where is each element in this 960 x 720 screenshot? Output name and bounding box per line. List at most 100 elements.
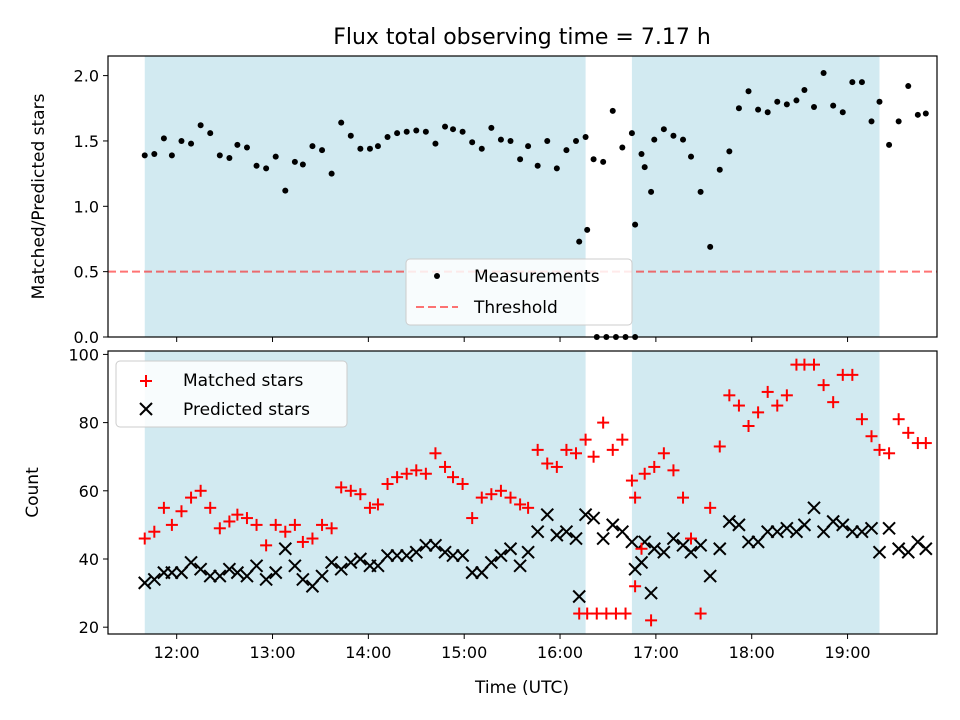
measurement-point xyxy=(553,165,560,172)
predicted-stars-point xyxy=(428,538,443,553)
matched-stars-point xyxy=(587,450,600,463)
chart-title: Flux total observing time = 7.17 h xyxy=(333,25,711,50)
measurement-point xyxy=(839,109,846,116)
measurement-point xyxy=(576,238,583,245)
measurement-point xyxy=(442,123,449,130)
predicted-marker-stroke xyxy=(165,565,179,580)
predicted-stars-point xyxy=(797,518,812,532)
matched-stars-point xyxy=(250,518,263,531)
measurement-point xyxy=(793,97,800,104)
matched-stars-point xyxy=(704,501,717,514)
axes-frame xyxy=(107,55,938,338)
matched-stars-point xyxy=(194,484,207,497)
y-tick-label: 80 xyxy=(79,414,99,433)
predicted-stars-point xyxy=(138,576,152,590)
measurement-point xyxy=(216,152,223,159)
predicted-marker-stroke xyxy=(428,538,443,553)
predicted-stars-point xyxy=(278,542,293,556)
predicted-stars-point xyxy=(494,548,508,563)
matched-stars-point xyxy=(579,433,592,446)
legend-threshold-label: Threshold xyxy=(473,298,558,318)
legend-matched-label: Matched stars xyxy=(183,371,303,391)
measurement-point xyxy=(263,165,270,172)
measurement-point xyxy=(573,137,580,144)
predicted-stars-point xyxy=(530,525,545,539)
y-tick-label: 1.0 xyxy=(74,197,99,216)
measurement-point xyxy=(394,130,401,137)
predicted-stars-point xyxy=(230,565,245,580)
predicted-marker-stroke xyxy=(465,565,479,580)
predicted-stars-point xyxy=(484,555,499,570)
matched-stars-point xyxy=(269,518,282,531)
predicted-stars-point xyxy=(919,542,933,556)
legend-measurements-label: Measurements xyxy=(474,267,600,287)
matched-stars-point xyxy=(685,532,698,545)
predicted-marker-stroke xyxy=(572,589,586,604)
x-tick-label: 17:00 xyxy=(633,643,679,662)
predicted-marker-stroke xyxy=(380,548,395,563)
predicted-marker-stroke xyxy=(882,521,896,536)
predicted-marker-stroke xyxy=(891,542,906,556)
matched-stars-point xyxy=(494,484,507,497)
matched-stars-point xyxy=(138,532,151,545)
predicted-stars-point xyxy=(193,562,208,576)
predicted-marker-stroke xyxy=(438,545,452,559)
predicted-marker-stroke xyxy=(455,548,470,563)
predicted-stars-point xyxy=(147,572,162,587)
predicted-stars-point xyxy=(353,552,368,566)
predicted-marker-stroke xyxy=(269,565,283,580)
matched-stars-point xyxy=(550,460,563,473)
matched-stars-point xyxy=(204,501,217,514)
matched-stars-point xyxy=(240,512,253,525)
matched-stars-point xyxy=(597,416,610,429)
measurement-point xyxy=(291,158,298,165)
matched-stars-point xyxy=(541,457,554,470)
predicted-stars-point xyxy=(380,548,395,563)
measurement-point xyxy=(914,111,921,118)
matched-stars-point xyxy=(902,426,915,439)
predicted-marker-stroke xyxy=(521,545,535,559)
predicted-marker-stroke xyxy=(797,518,812,532)
predicted-stars-point xyxy=(513,559,527,573)
measurement-point xyxy=(638,151,645,158)
predicted-marker-stroke xyxy=(409,545,423,559)
measurement-point xyxy=(651,136,658,143)
measurement-point xyxy=(716,166,723,173)
measurement-point xyxy=(820,69,827,76)
measurement-point xyxy=(272,153,279,160)
predicted-stars-point xyxy=(569,531,583,546)
measurement-point xyxy=(876,98,883,105)
measurement-point xyxy=(783,101,790,108)
matched-stars-point xyxy=(260,539,273,552)
matched-stars-point xyxy=(522,501,535,514)
measurement-point xyxy=(413,127,420,134)
predicted-stars-point xyxy=(269,565,283,580)
matched-stars-point xyxy=(919,437,932,450)
measurement-point xyxy=(764,109,771,116)
measurement-point xyxy=(168,152,175,159)
predicted-stars-point xyxy=(446,548,460,563)
matched-stars-point xyxy=(165,518,178,531)
measurement-point xyxy=(469,139,476,146)
matched-stars-point xyxy=(531,443,544,456)
predicted-stars-point xyxy=(465,565,479,580)
predicted-stars-point xyxy=(438,545,452,559)
predicted-stars-point xyxy=(826,514,840,529)
predicted-marker-stroke xyxy=(494,548,508,563)
matched-stars-point xyxy=(419,467,432,480)
matched-stars-point xyxy=(316,518,329,531)
matched-stars-point xyxy=(625,474,638,487)
measurement-point xyxy=(886,141,893,148)
measurement-point xyxy=(253,162,260,169)
predicted-stars-point xyxy=(222,562,237,576)
predicted-marker-stroke xyxy=(399,548,414,563)
predicted-stars-point xyxy=(625,535,639,549)
predicted-stars-point xyxy=(213,569,227,583)
measurement-point xyxy=(151,151,158,158)
measurement-point xyxy=(641,164,648,171)
matched-stars-point xyxy=(780,389,793,402)
predicted-stars-point xyxy=(891,542,906,556)
measurement-point xyxy=(328,170,335,177)
matched-stars-point xyxy=(752,406,765,419)
